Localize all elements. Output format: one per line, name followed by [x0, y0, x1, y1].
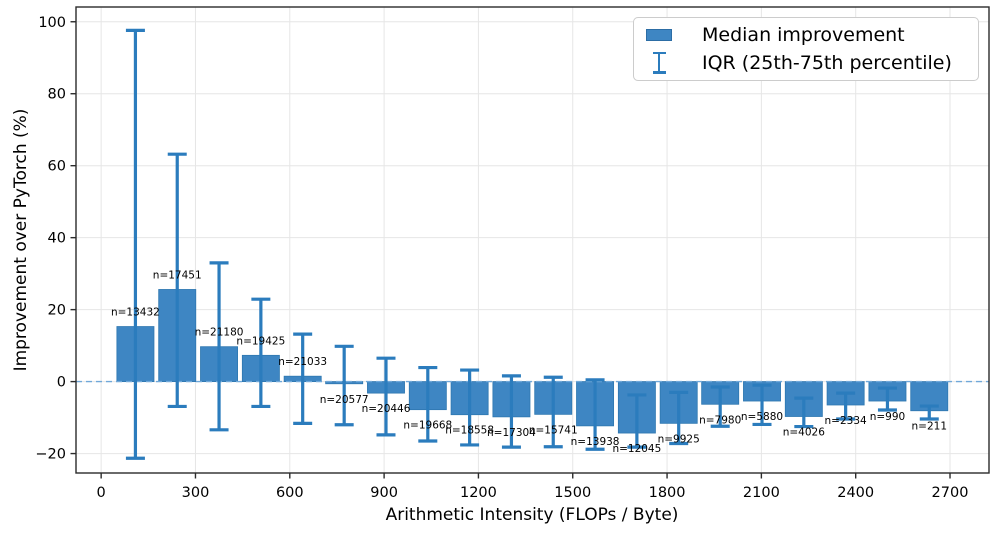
legend-label-iqr: IQR (25th-75th percentile)	[702, 51, 952, 74]
y-tick-label: 100	[38, 15, 66, 31]
y-axis-label: Improvement over PyTorch (%)	[11, 108, 31, 372]
bar-swatch-icon	[646, 29, 672, 42]
bar-count-label: n=21033	[278, 356, 327, 368]
bar-count-label: n=15741	[529, 424, 578, 436]
y-tick-label: −20	[35, 447, 66, 463]
x-tick-label: 300	[182, 485, 210, 501]
bar-count-label: n=19668	[403, 420, 452, 432]
legend: Median improvement IQR (25th-75th percen…	[633, 17, 979, 81]
errorbar-icon	[652, 51, 666, 74]
legend-icon-wrap	[646, 51, 672, 74]
bar-count-label: n=7980	[699, 414, 741, 426]
bar-count-label: n=13938	[571, 436, 620, 448]
x-tick-label: 2100	[743, 485, 780, 501]
bar-count-label: n=9925	[658, 433, 700, 445]
x-tick-label: 2400	[837, 485, 874, 501]
bar-count-label: n=17451	[153, 269, 202, 281]
y-tick-label: 0	[57, 375, 66, 391]
bar-count-label: n=18558	[445, 425, 494, 437]
bar-count-label: n=21180	[195, 327, 244, 339]
bar-count-label: n=990	[870, 411, 906, 423]
plot-border	[75, 6, 990, 474]
x-tick-label: 1500	[554, 485, 591, 501]
bar-count-label: n=4026	[783, 427, 825, 439]
legend-item-median: Median improvement	[634, 22, 978, 49]
bar-count-label: n=2334	[825, 415, 867, 427]
legend-label-median: Median improvement	[702, 24, 905, 47]
x-tick-label: 0	[97, 485, 106, 501]
bar-count-label: n=20577	[320, 394, 369, 406]
bar-count-label: n=211	[912, 421, 948, 433]
y-tick-label: 40	[48, 231, 66, 247]
x-tick-label: 600	[276, 485, 304, 501]
bar-count-label: n=13432	[111, 307, 160, 319]
x-tick-label: 900	[370, 485, 398, 501]
bar-count-label: n=5880	[741, 411, 783, 423]
legend-item-iqr: IQR (25th-75th percentile)	[634, 49, 978, 76]
bar-count-label: n=19425	[236, 335, 285, 347]
x-tick-label: 2700	[932, 485, 969, 501]
x-tick-label: 1200	[460, 485, 497, 501]
y-tick-label: 60	[48, 159, 66, 175]
bar-count-label: n=12045	[612, 443, 661, 455]
y-tick-label: 20	[48, 303, 66, 319]
y-tick-label: 80	[48, 87, 66, 103]
legend-icon-wrap	[646, 29, 672, 42]
x-axis-label: Arithmetic Intensity (FLOPs / Byte)	[385, 505, 679, 525]
bar-count-label: n=17304	[487, 427, 536, 439]
bar-count-label: n=20446	[362, 403, 411, 415]
x-tick-label: 1800	[649, 485, 686, 501]
